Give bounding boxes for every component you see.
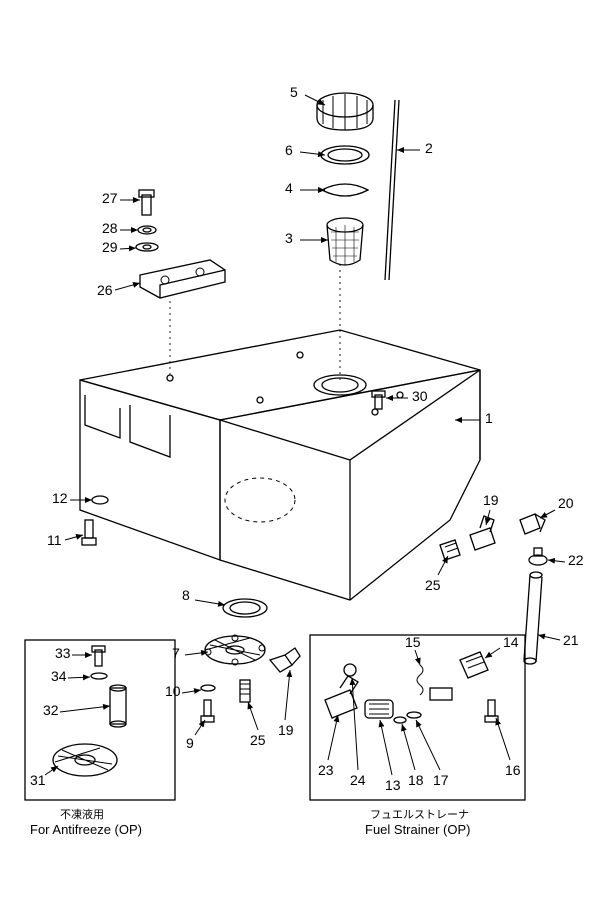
label-19b: 19 xyxy=(278,722,294,738)
label-3: 3 xyxy=(285,230,293,246)
caption-right-en: Fuel Strainer (OP) xyxy=(365,822,470,837)
label-18: 18 xyxy=(408,772,424,788)
label-7: 7 xyxy=(172,645,180,661)
bottom-drain xyxy=(201,599,300,722)
label-29: 29 xyxy=(102,239,118,255)
label-21: 21 xyxy=(563,632,579,648)
label-22: 22 xyxy=(568,552,584,568)
label-26: 26 xyxy=(97,282,113,298)
label-23: 23 xyxy=(318,762,334,778)
right-fitting-train xyxy=(440,514,547,664)
label-5: 5 xyxy=(290,84,298,100)
label-20: 20 xyxy=(558,495,574,511)
label-1: 1 xyxy=(485,410,493,426)
label-16: 16 xyxy=(505,762,521,778)
label-25: 25 xyxy=(425,577,441,593)
label-8: 8 xyxy=(182,587,190,603)
callouts: 5 6 4 3 2 27 28 29 26 30 1 12 xyxy=(30,84,584,793)
caption-left-jp: 不凍液用 xyxy=(60,807,104,821)
label-17: 17 xyxy=(433,772,449,788)
label-25b: 25 xyxy=(250,732,266,748)
label-13: 13 xyxy=(385,777,401,793)
label-12: 12 xyxy=(52,490,68,506)
label-28: 28 xyxy=(102,220,118,236)
caption-right-jp: フュエルストレーナ xyxy=(370,808,469,821)
label-11: 11 xyxy=(47,532,62,548)
label-34: 34 xyxy=(51,668,67,684)
inset-antifreeze xyxy=(25,640,175,800)
label-27: 27 xyxy=(102,190,118,206)
mounting-bracket xyxy=(136,190,225,298)
label-14: 14 xyxy=(503,634,519,650)
label-30: 30 xyxy=(412,388,428,404)
fuel-tank xyxy=(80,330,480,600)
label-24: 24 xyxy=(350,772,366,788)
label-6: 6 xyxy=(285,142,293,158)
label-9: 9 xyxy=(186,735,194,751)
label-4: 4 xyxy=(285,180,293,196)
label-15: 15 xyxy=(405,634,421,650)
label-19: 19 xyxy=(483,492,499,508)
label-31: 31 xyxy=(30,772,46,788)
label-32: 32 xyxy=(43,702,59,718)
filler-cap-stack xyxy=(317,93,399,280)
label-10: 10 xyxy=(165,683,181,699)
side-drain xyxy=(82,496,108,545)
caption-left-en: For Antifreeze (OP) xyxy=(30,822,142,837)
label-2: 2 xyxy=(425,140,433,156)
plug-bolt-30 xyxy=(372,391,385,409)
label-33: 33 xyxy=(55,645,71,661)
